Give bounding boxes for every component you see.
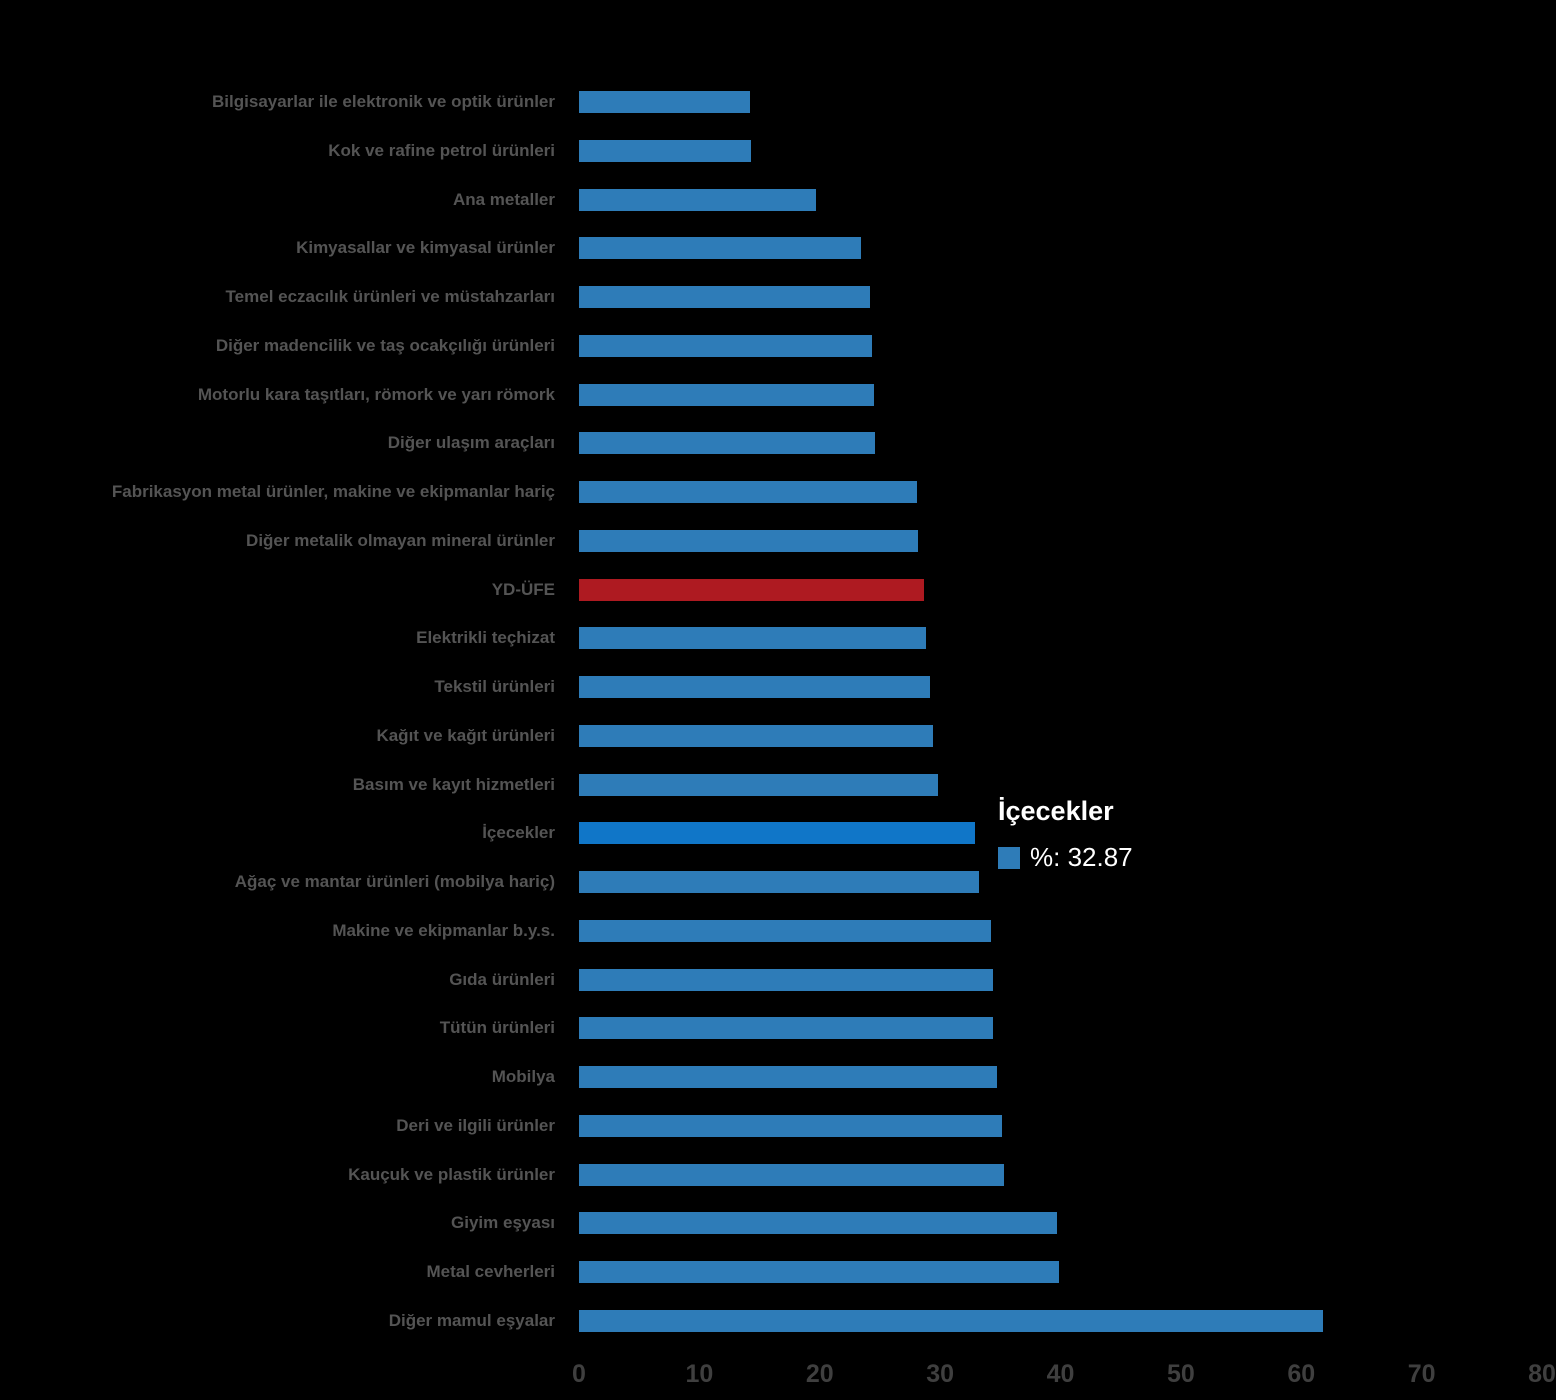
category-label: Mobilya	[491, 1067, 555, 1086]
x-tick-label: 50	[1166, 1360, 1195, 1388]
category-label: Diğer ulaşım araçları	[387, 433, 555, 453]
bar[interactable]	[579, 871, 979, 893]
category-label: Kok ve rafine petrol ürünleri	[328, 140, 555, 160]
category-label: Tekstil ürünleri	[434, 677, 555, 696]
bar[interactable]	[579, 286, 871, 308]
tooltip-value: %: 32.87	[1030, 842, 1133, 872]
bar[interactable]	[579, 237, 861, 260]
x-tick-label: 10	[685, 1360, 714, 1388]
category-label: Motorlu kara taşıtları, römork ve yarı r…	[197, 384, 555, 404]
bar[interactable]	[579, 1309, 1323, 1332]
bar[interactable]	[579, 773, 938, 796]
bar[interactable]	[579, 139, 752, 162]
bar[interactable]	[579, 1017, 994, 1040]
bar[interactable]	[579, 188, 817, 211]
x-tick-label: 60	[1287, 1360, 1316, 1388]
bar[interactable]	[579, 676, 931, 698]
category-label: Ana metaller	[452, 189, 555, 209]
category-label: Tütün ürünleri	[439, 1018, 555, 1038]
category-label: Makine ve ekipmanlar b.y.s.	[332, 920, 555, 940]
category-label: Diğer madencilik ve taş ocakçılığı ürünl…	[215, 335, 555, 355]
bar[interactable]	[579, 1066, 997, 1088]
x-tick-label: 80	[1528, 1360, 1556, 1388]
category-label: Metal cevherleri	[426, 1262, 555, 1281]
category-label: Giyim eşyası	[451, 1213, 555, 1233]
category-label: Diğer mamul eşyalar	[388, 1310, 555, 1330]
bar[interactable]	[579, 578, 925, 601]
bar[interactable]	[579, 481, 918, 503]
tooltip-row: %: 32.87	[998, 842, 1298, 873]
bar[interactable]	[579, 1163, 1004, 1186]
bar[interactable]	[579, 627, 926, 650]
bar[interactable]	[579, 1261, 1060, 1283]
category-label: Kauçuk ve plastik ürünler	[348, 1164, 555, 1184]
bar[interactable]	[579, 91, 750, 113]
x-tick-label: 0	[572, 1360, 586, 1388]
bar[interactable]	[579, 383, 874, 406]
category-label: Gıda ürünleri	[449, 969, 555, 989]
x-tick-label: 20	[805, 1360, 834, 1388]
category-label: Diğer metalik olmayan mineral ürünler	[246, 530, 555, 550]
bar[interactable]	[579, 529, 919, 552]
tooltip-title: İçecekler	[998, 796, 1114, 826]
bar[interactable]	[579, 968, 994, 991]
bar[interactable]	[579, 432, 876, 455]
bar[interactable]	[579, 919, 991, 942]
category-label: Bilgisayarlar ile elektronik ve optik ür…	[212, 92, 555, 111]
x-tick-label: 40	[1046, 1360, 1075, 1388]
x-tick-label: 70	[1407, 1360, 1436, 1388]
bar[interactable]	[579, 724, 933, 747]
category-label: YD-ÜFE	[491, 579, 555, 599]
category-label: Elektrikli teçhizat	[416, 628, 555, 648]
bar[interactable]	[579, 822, 975, 845]
series-marker-icon	[998, 846, 1020, 869]
x-tick-label: 30	[926, 1360, 955, 1388]
category-label: İçecekler	[482, 823, 555, 843]
bar[interactable]	[579, 1212, 1057, 1235]
tooltip: İçecekler %: 32.87	[998, 796, 1298, 873]
category-label: Kağıt ve kağıt ürünleri	[376, 725, 555, 745]
bar[interactable]	[579, 1114, 1002, 1137]
category-label: Deri ve ilgili ürünler	[396, 1115, 555, 1135]
category-label: Ağaç ve mantar ürünleri (mobilya hariç)	[234, 872, 555, 891]
category-label: Basım ve kayıt hizmetleri	[352, 774, 555, 794]
category-label: Temel eczacılık ürünleri ve müstahzarlar…	[225, 287, 555, 306]
category-label: Fabrikasyon metal ürünler, makine ve eki…	[111, 482, 555, 501]
category-label: Kimyasallar ve kimyasal ürünler	[296, 238, 555, 258]
bar[interactable]	[579, 334, 872, 357]
